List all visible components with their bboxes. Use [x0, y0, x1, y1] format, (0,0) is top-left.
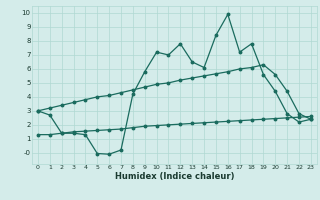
X-axis label: Humidex (Indice chaleur): Humidex (Indice chaleur): [115, 172, 234, 181]
